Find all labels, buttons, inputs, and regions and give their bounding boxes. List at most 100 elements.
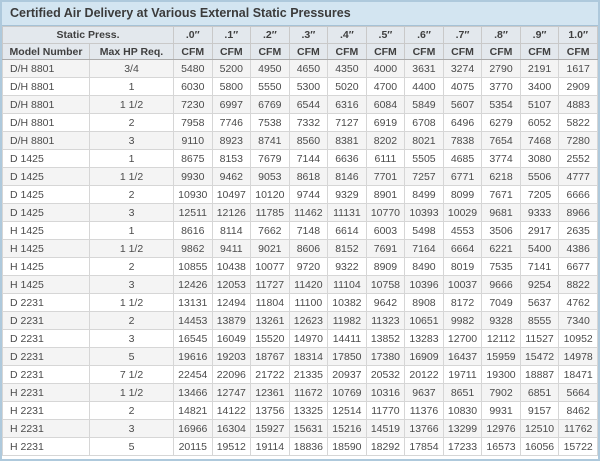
cfm-value-cell: 11982 xyxy=(327,311,367,330)
cfm-value-cell: 3770 xyxy=(481,77,521,96)
cfm-value-cell: 7958 xyxy=(173,113,213,132)
cfm-value-cell: 7148 xyxy=(288,221,329,240)
cfm-value-cell: 8908 xyxy=(404,293,444,312)
cfm-value-cell: 17850 xyxy=(327,347,367,366)
cfm-value-cell: 21335 xyxy=(288,365,329,384)
pressure-col-header: .9″ xyxy=(519,26,560,44)
cfm-value-cell: 6666 xyxy=(558,185,598,204)
cfm-value-cell: 7691 xyxy=(365,239,406,258)
cfm-value-cell: 4700 xyxy=(365,77,406,96)
max-hp-cell: 1 1/2 xyxy=(88,239,175,258)
cfm-value-cell: 7535 xyxy=(481,257,521,276)
max-hp-cell: 1 1/2 xyxy=(88,383,175,402)
cfm-value-cell: 10316 xyxy=(365,383,406,402)
cfm-value-cell: 4650 xyxy=(288,59,329,78)
model-number-cell: H 2231 xyxy=(2,419,90,438)
cfm-value-cell: 16056 xyxy=(519,437,560,456)
cfm-value-cell: 10497 xyxy=(211,185,252,204)
cfm-value-cell: 22454 xyxy=(173,365,213,384)
pressure-col-header: .7″ xyxy=(442,26,483,44)
cfm-value-cell: 5550 xyxy=(250,77,290,96)
cfm-value-cell: 12053 xyxy=(211,275,252,294)
max-hp-cell: 3 xyxy=(88,329,175,348)
cfm-value-cell: 18836 xyxy=(288,437,329,456)
pressure-col-header: .5″ xyxy=(365,26,406,44)
table-row: D/H 8801 1 1/2 7230 6997 6769 6544 6316 6084 584… xyxy=(2,95,598,114)
cfm-value-cell: 10037 xyxy=(442,275,483,294)
cfm-value-cell: 14970 xyxy=(288,329,329,348)
max-hp-cell: 3/4 xyxy=(88,59,175,78)
table-row: H 2231 2 14821 14122 13756 13325 12514 11770 113… xyxy=(2,401,598,420)
cfm-value-cell: 11462 xyxy=(288,203,329,222)
cfm-value-cell: 7671 xyxy=(481,185,521,204)
cfm-value-cell: 7257 xyxy=(404,167,444,186)
cfm-value-cell: 8923 xyxy=(211,131,252,150)
cfm-value-cell: 18590 xyxy=(327,437,367,456)
cfm-value-cell: 6279 xyxy=(481,113,521,132)
cfm-value-cell: 12514 xyxy=(327,401,367,420)
pressure-col-header: .6″ xyxy=(404,26,444,44)
cfm-value-cell: 4883 xyxy=(558,95,598,114)
cfm-value-cell: 6664 xyxy=(442,239,483,258)
model-number-cell: D 1425 xyxy=(2,185,90,204)
max-hp-cell: 1 xyxy=(88,149,175,168)
cfm-value-cell: 8675 xyxy=(173,149,213,168)
cfm-value-cell: 8490 xyxy=(404,257,444,276)
cfm-value-cell: 9862 xyxy=(173,239,213,258)
cfm-value-cell: 2191 xyxy=(519,59,560,78)
cfm-value-cell: 3274 xyxy=(442,59,483,78)
cfm-value-cell: 12112 xyxy=(481,329,521,348)
pressure-col-header: .0″ xyxy=(173,26,213,44)
cfm-value-cell: 4950 xyxy=(250,59,290,78)
cfm-value-cell: 8202 xyxy=(365,131,406,150)
cfm-value-cell: 6003 xyxy=(365,221,406,240)
table-row: H 2231 1 1/2 13466 12747 12361 11672 10769 1031… xyxy=(2,383,598,402)
static-press-header: Static Press. xyxy=(1,26,175,44)
model-number-cell: D 2231 xyxy=(2,329,90,348)
cfm-value-cell: 19616 xyxy=(173,347,213,366)
panel-title: Certified Air Delivery at Various Extern… xyxy=(2,2,598,26)
cfm-unit-header: CFM xyxy=(404,43,444,60)
cfm-value-cell: 9411 xyxy=(211,239,252,258)
cfm-value-cell: 5300 xyxy=(288,77,329,96)
table-row: D 2231 1 1/2 13131 12494 11804 11100 10382 9642… xyxy=(2,293,598,312)
cfm-value-cell: 6614 xyxy=(327,221,367,240)
cfm-value-cell: 11804 xyxy=(250,293,290,312)
cfm-value-cell: 15216 xyxy=(327,419,367,438)
cfm-value-cell: 9642 xyxy=(365,293,406,312)
cfm-value-cell: 4075 xyxy=(442,77,483,96)
cfm-unit-header: CFM xyxy=(173,43,213,60)
cfm-value-cell: 7144 xyxy=(288,149,329,168)
cfm-value-cell: 8555 xyxy=(519,311,560,330)
cfm-value-cell: 13879 xyxy=(211,311,252,330)
cfm-value-cell: 12511 xyxy=(173,203,213,222)
model-number-cell: D 1425 xyxy=(2,149,90,168)
cfm-value-cell: 10855 xyxy=(173,257,213,276)
max-hp-cell: 2 xyxy=(88,113,175,132)
cfm-value-cell: 6316 xyxy=(327,95,367,114)
cfm-value-cell: 17380 xyxy=(365,347,406,366)
cfm-value-cell: 6636 xyxy=(327,149,367,168)
cfm-value-cell: 11762 xyxy=(558,419,598,438)
cfm-value-cell: 2917 xyxy=(519,221,560,240)
cfm-value-cell: 10029 xyxy=(442,203,483,222)
max-hp-cell: 2 xyxy=(88,185,175,204)
table-row: D 2231 3 16545 16049 15520 14970 14411 13852 132… xyxy=(2,329,598,348)
model-number-cell: D 2231 xyxy=(2,365,90,384)
cfm-value-cell: 14453 xyxy=(173,311,213,330)
cfm-value-cell: 3774 xyxy=(481,149,521,168)
model-number-cell: H 2231 xyxy=(2,401,90,420)
cfm-value-cell: 7141 xyxy=(519,257,560,276)
cfm-value-cell: 19512 xyxy=(211,437,252,456)
cfm-unit-header: CFM xyxy=(288,43,329,60)
cfm-value-cell: 4553 xyxy=(442,221,483,240)
cfm-value-cell: 19203 xyxy=(211,347,252,366)
cfm-value-cell: 10770 xyxy=(365,203,406,222)
model-number-header: Model Number xyxy=(2,43,90,60)
cfm-value-cell: 9931 xyxy=(481,401,521,420)
cfm-value-cell: 10930 xyxy=(173,185,213,204)
cfm-value-cell: 5637 xyxy=(519,293,560,312)
cfm-value-cell: 11420 xyxy=(288,275,329,294)
cfm-value-cell: 16304 xyxy=(211,419,252,438)
